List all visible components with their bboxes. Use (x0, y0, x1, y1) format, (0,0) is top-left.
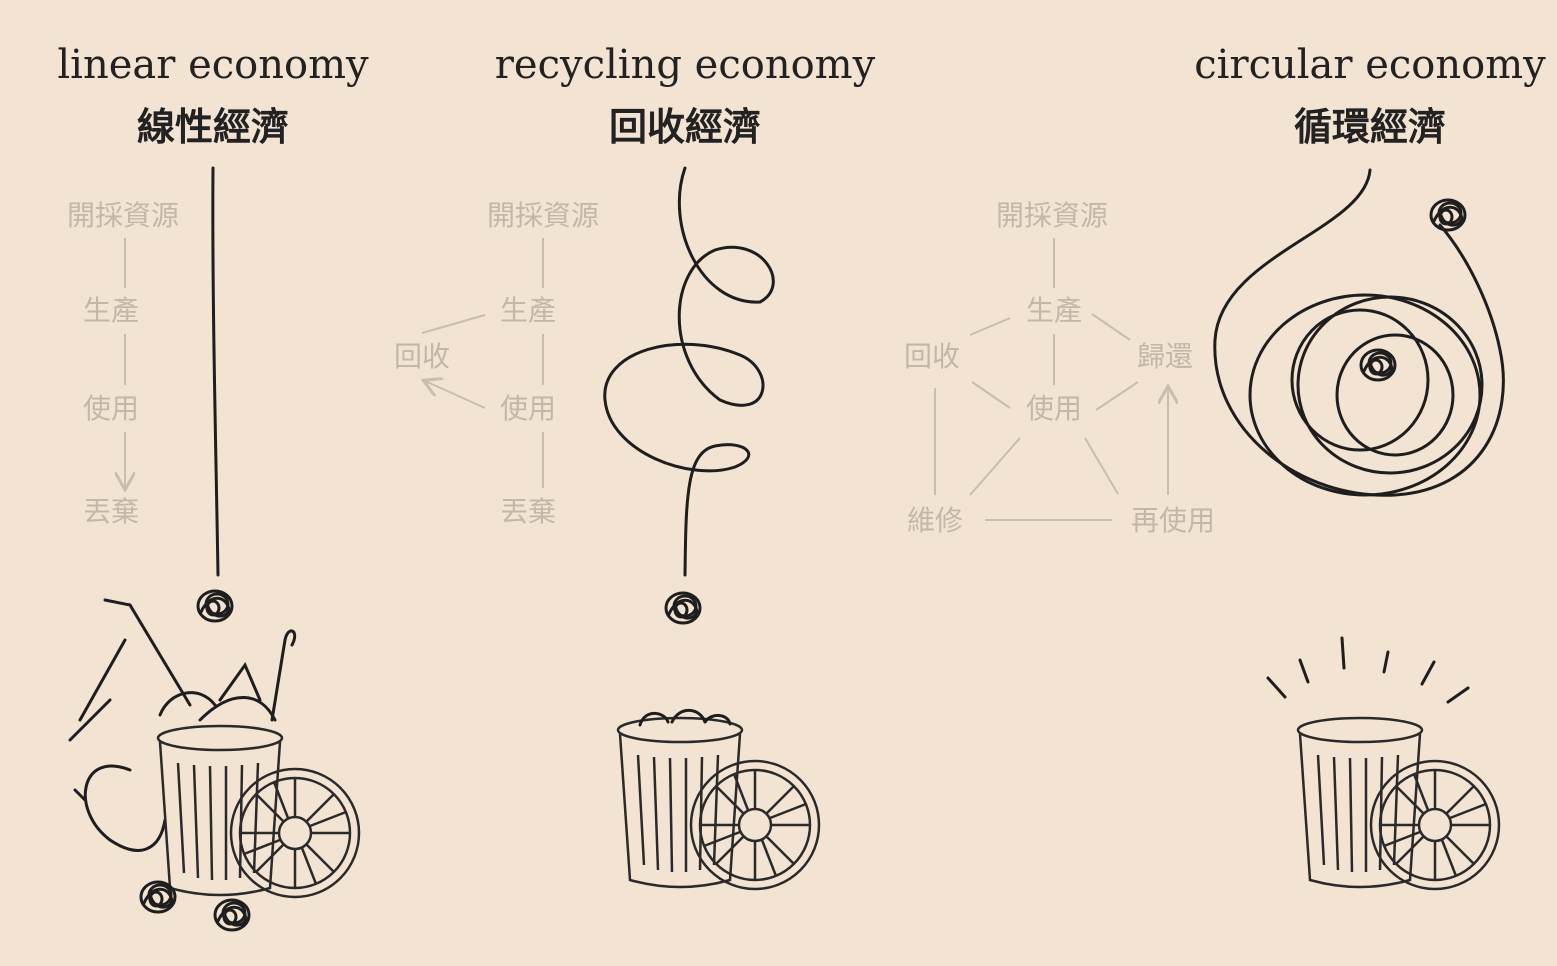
flow-node: 開採資源 (487, 199, 599, 232)
flow-node: 歸還 (1137, 340, 1193, 373)
flow-node: 使用 (500, 392, 556, 425)
panel-subtitle: 線性經濟 (137, 105, 289, 149)
panel-subtitle: 回收經濟 (609, 105, 761, 149)
flow-node: 開採資源 (67, 199, 179, 232)
panel-title: linear economy (57, 42, 369, 88)
flow-node: 丟棄 (500, 495, 556, 528)
flow-node: 開採資源 (996, 199, 1108, 232)
flow-node: 生產 (500, 294, 556, 327)
flow-node: 再使用 (1131, 504, 1215, 537)
flow-node: 丟棄 (83, 495, 139, 528)
flow-node: 維修 (907, 504, 963, 537)
flow-node: 使用 (1026, 392, 1082, 425)
flow-node: 回收 (904, 340, 960, 373)
economy-diagram: linear economy 線性經濟 開採資源 生產 使用 丟棄 recycl… (0, 0, 1557, 966)
panel-title: recycling economy (495, 42, 876, 88)
flow-node: 回收 (394, 340, 450, 373)
panel-subtitle: 循環經濟 (1294, 105, 1446, 149)
flow-node: 生產 (83, 294, 139, 327)
flow-node: 生產 (1026, 294, 1082, 327)
flow-node: 使用 (83, 392, 139, 425)
panel-title: circular economy (1194, 42, 1546, 88)
